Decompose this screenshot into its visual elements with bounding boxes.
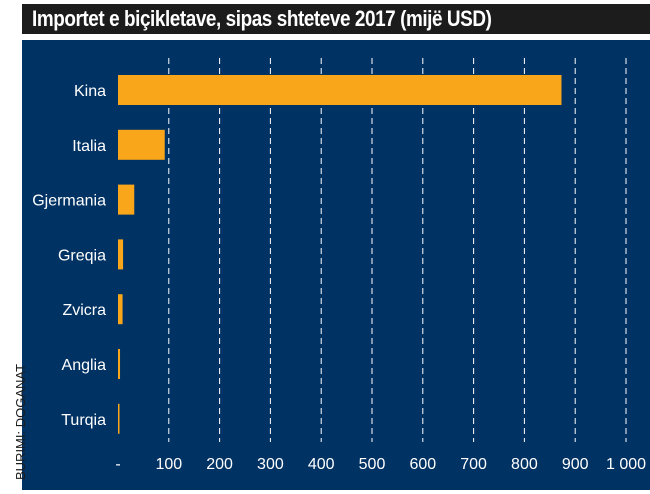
x-tick-label: 500 [359, 456, 386, 473]
category-labels: Kina Italia Gjermania Greqia Zvicra Anglia Tur… [32, 83, 106, 429]
x-tick-label: 300 [257, 456, 284, 473]
x-tick-label: 200 [206, 456, 233, 473]
bar-italia [118, 129, 165, 160]
x-tick-label: 400 [308, 456, 335, 473]
bar-gjermania [118, 184, 135, 215]
category-label: Italia [72, 138, 106, 155]
chart-title: Importet e biçikletave, sipas shteteve 2… [32, 6, 492, 31]
category-label: Zvicra [62, 302, 106, 319]
title-bar: Importet e biçikletave, sipas shteteve 2… [22, 4, 650, 34]
bar-greqia [118, 239, 124, 270]
x-tick-label: 900 [562, 456, 589, 473]
plot-panel [22, 40, 650, 490]
category-label: Kina [74, 83, 106, 100]
category-label: Gjermania [32, 193, 106, 210]
bar-turqia [118, 403, 120, 434]
x-tick-label: 800 [511, 456, 538, 473]
bar-zvicra [118, 294, 123, 325]
x-tick-label: 1 000 [606, 456, 646, 473]
category-label: Greqia [58, 247, 106, 264]
x-tick-label: - [115, 456, 120, 473]
bar-anglia [118, 349, 121, 379]
category-label: Anglia [62, 357, 107, 374]
category-label: Turqia [61, 412, 106, 429]
gridlines [168, 58, 627, 442]
bar-kina [118, 75, 562, 105]
bars [118, 75, 562, 434]
x-tick-label: 700 [460, 456, 487, 473]
x-tick-labels: - 100 200 300 400 500 600 700 800 900 1 000 [115, 456, 646, 473]
x-tick-label: 100 [155, 456, 182, 473]
x-tick-label: 600 [409, 456, 436, 473]
